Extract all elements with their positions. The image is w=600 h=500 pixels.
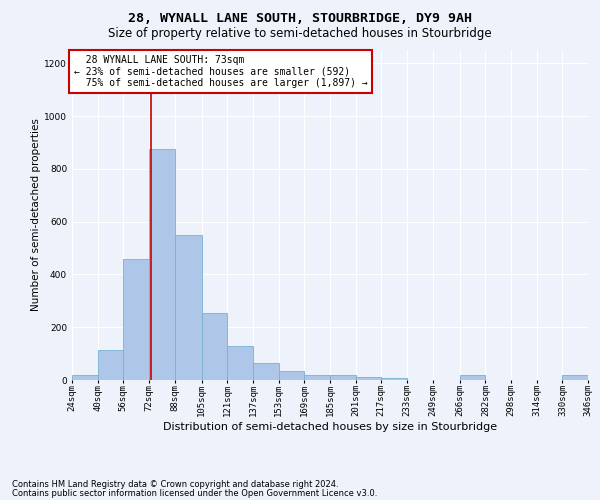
Text: Contains HM Land Registry data © Crown copyright and database right 2024.: Contains HM Land Registry data © Crown c… — [12, 480, 338, 489]
Text: Size of property relative to semi-detached houses in Stourbridge: Size of property relative to semi-detach… — [108, 28, 492, 40]
Text: Contains public sector information licensed under the Open Government Licence v3: Contains public sector information licen… — [12, 488, 377, 498]
Bar — [253, 363, 279, 380]
Bar — [279, 371, 304, 380]
Bar — [381, 378, 407, 380]
Bar — [356, 377, 381, 380]
Bar — [72, 374, 98, 380]
Bar — [149, 149, 175, 380]
Bar — [98, 350, 123, 380]
Bar — [562, 375, 588, 380]
Bar — [123, 258, 149, 380]
Bar — [304, 374, 330, 380]
Bar — [202, 312, 227, 380]
Bar — [330, 375, 356, 380]
Text: 28 WYNALL LANE SOUTH: 73sqm
← 23% of semi-detached houses are smaller (592)
  75: 28 WYNALL LANE SOUTH: 73sqm ← 23% of sem… — [74, 56, 367, 88]
Bar — [460, 375, 485, 380]
Text: 28, WYNALL LANE SOUTH, STOURBRIDGE, DY9 9AH: 28, WYNALL LANE SOUTH, STOURBRIDGE, DY9 … — [128, 12, 472, 26]
Y-axis label: Number of semi-detached properties: Number of semi-detached properties — [31, 118, 41, 312]
X-axis label: Distribution of semi-detached houses by size in Stourbridge: Distribution of semi-detached houses by … — [163, 422, 497, 432]
Bar — [227, 346, 253, 380]
Bar — [175, 235, 202, 380]
